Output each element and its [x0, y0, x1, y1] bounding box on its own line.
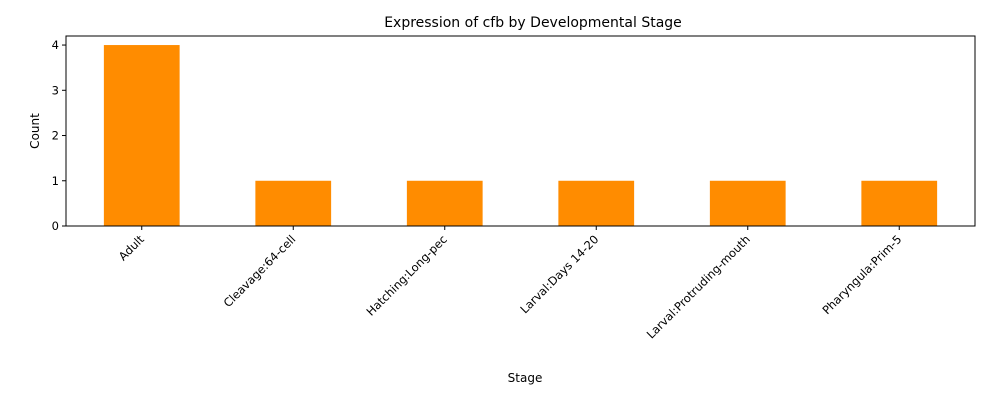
- bars-group: [103, 45, 938, 226]
- bar-pharyngula-prim-5: [861, 180, 938, 226]
- y-axis-label: Count: [28, 113, 42, 149]
- x-tick-label: Adult: [116, 232, 147, 263]
- x-axis-ticks: Adult Cleavage:64-cell Hatching:Long-pec La…: [116, 226, 904, 341]
- x-axis-label: Stage: [508, 371, 543, 385]
- x-tick-label: Cleavage:64-cell: [221, 232, 299, 310]
- x-tick-label: Larval:Days 14-20: [517, 232, 601, 316]
- x-tick-label: Larval:Protruding-mouth: [644, 232, 753, 341]
- bar-cleavage-64-cell: [255, 180, 332, 226]
- chart-title: Expression of cfb by Developmental Stage: [384, 15, 682, 31]
- y-tick-label: 2: [52, 129, 59, 143]
- x-tick-label: Pharyngula:Prim-5: [819, 232, 904, 317]
- y-tick-label: 3: [52, 83, 59, 97]
- x-tick-label: Hatching:Long-pec: [363, 232, 449, 318]
- y-tick-label: 4: [52, 38, 59, 52]
- bar-larval-protruding-mouth: [709, 180, 786, 226]
- y-axis-ticks: 0 1 2 3 4: [52, 38, 66, 233]
- y-tick-label: 0: [52, 219, 59, 233]
- y-tick-label: 1: [52, 174, 59, 188]
- bar-larval-days-14-20: [558, 180, 635, 226]
- bar-hatching-long-pec: [406, 180, 483, 226]
- bar-adult: [103, 45, 180, 226]
- plot-frame: [65, 35, 976, 227]
